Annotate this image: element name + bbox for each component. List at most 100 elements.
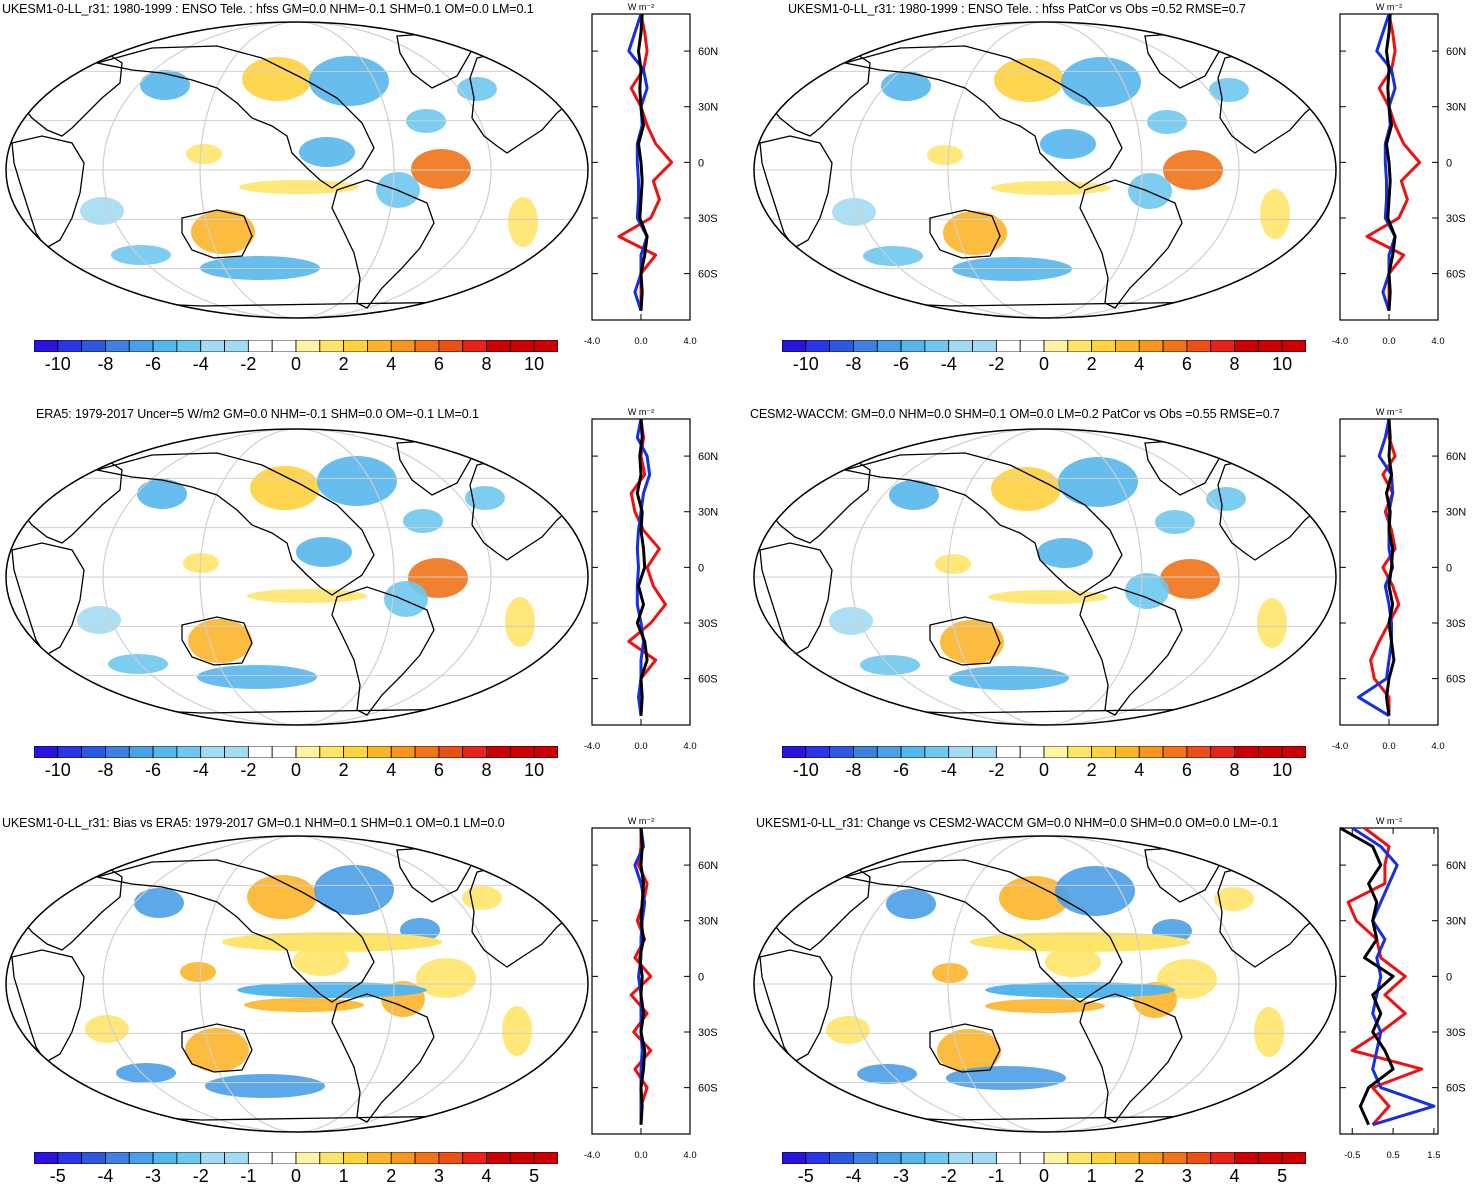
colorbar-box bbox=[1186, 1152, 1212, 1164]
colorbar-box bbox=[829, 746, 854, 758]
colorbar-tick-label: -5 bbox=[797, 1166, 814, 1186]
anomaly-patch bbox=[239, 180, 359, 194]
x-tick-label: -4.0 bbox=[1332, 336, 1348, 345]
colorbar-box bbox=[853, 1152, 878, 1164]
world-map-hfss-change bbox=[753, 835, 1337, 1133]
colorbar-box bbox=[271, 746, 297, 758]
lat-label: 60S bbox=[1446, 269, 1466, 281]
coastline bbox=[96, 859, 375, 1003]
anomaly-patch bbox=[826, 1016, 870, 1044]
x-tick-label: -4.0 bbox=[584, 741, 600, 750]
colorbar-box bbox=[948, 746, 973, 758]
colorbar-box bbox=[1043, 340, 1069, 352]
colorbar bbox=[782, 1152, 1306, 1164]
colorbar-box bbox=[128, 1152, 154, 1164]
anomaly-patch bbox=[457, 77, 497, 101]
graticule bbox=[754, 836, 1336, 1132]
zonal-mean-profile: W m⁻² 60N 30N 0 30S 60S -0.5 0.5 1.5 bbox=[1339, 816, 1466, 1159]
anomaly-patch bbox=[85, 1015, 129, 1043]
colorbar-box bbox=[367, 746, 392, 758]
colorbar-box bbox=[805, 340, 831, 352]
anomaly-patch bbox=[116, 1063, 176, 1083]
colorbar-box bbox=[343, 746, 368, 758]
colorbar-box bbox=[367, 340, 392, 352]
colorbar-box bbox=[782, 746, 807, 758]
x-tick-label: -4.0 bbox=[584, 336, 600, 345]
colorbar-tick-label: -2 bbox=[240, 354, 257, 374]
colorbar-tick-label: -4 bbox=[845, 1166, 862, 1186]
lat-label: 60N bbox=[698, 860, 718, 872]
colorbar-box bbox=[57, 1152, 83, 1164]
anomaly-patch bbox=[946, 1066, 1066, 1090]
map-border bbox=[753, 21, 1337, 319]
profile-series-red bbox=[617, 13, 674, 311]
colorbar-tick-label: 8 bbox=[481, 760, 492, 780]
anomaly-patch bbox=[985, 999, 1105, 1013]
colorbar-box bbox=[1091, 1152, 1116, 1164]
colorbar-box bbox=[34, 340, 59, 352]
anomaly-patch bbox=[886, 889, 936, 919]
colorbar-box bbox=[224, 340, 249, 352]
colorbar-tick-label: 4 bbox=[481, 1166, 492, 1186]
colorbar-box bbox=[1138, 1152, 1164, 1164]
colorbar-box bbox=[1091, 746, 1116, 758]
colorbar-box bbox=[1257, 340, 1283, 352]
anomaly-patch bbox=[889, 480, 939, 510]
coastline bbox=[759, 135, 833, 249]
lat-label: 30N bbox=[1446, 102, 1466, 114]
colorbar-box bbox=[876, 746, 902, 758]
map-border bbox=[5, 21, 589, 319]
colorbar-tick-label: 1 bbox=[1086, 1166, 1097, 1186]
colorbar-tick-label: -4 bbox=[940, 760, 957, 780]
anomaly-patch bbox=[988, 590, 1108, 604]
colorbar-box bbox=[876, 340, 902, 352]
colorbar-box bbox=[900, 746, 926, 758]
colorbar-box bbox=[509, 1152, 535, 1164]
colorbar bbox=[34, 340, 558, 352]
zonal-mean-profile: W m⁻² 60N 30N 0 30S 60S -4.0 0.0 4.0 bbox=[584, 816, 718, 1159]
anomaly-patch bbox=[1160, 559, 1220, 599]
colorbar-box bbox=[1067, 746, 1093, 758]
anomaly-patch bbox=[1045, 947, 1101, 977]
colorbar-box bbox=[200, 746, 225, 758]
colorbar bbox=[782, 340, 1306, 352]
colorbar-tick-label: 0 bbox=[290, 1166, 301, 1186]
colorbar-tick-label: 6 bbox=[1181, 354, 1192, 374]
colorbar-box bbox=[829, 340, 854, 352]
colorbar-box bbox=[995, 340, 1021, 352]
map-border bbox=[5, 835, 589, 1133]
colorbar-tick-label: 2 bbox=[338, 354, 349, 374]
colorbar-tick-label: -5 bbox=[49, 1166, 66, 1186]
anomaly-patch bbox=[242, 57, 312, 101]
colorbar-tick-label: -2 bbox=[988, 354, 1005, 374]
colorbar-box bbox=[1234, 1152, 1259, 1164]
colorbar-box bbox=[319, 340, 345, 352]
colorbar-box bbox=[853, 340, 878, 352]
anomaly-patch bbox=[985, 982, 1175, 998]
colorbar-tick-label: -4 bbox=[192, 760, 209, 780]
colorbar-tick-label: 0 bbox=[290, 354, 301, 374]
colorbar-box bbox=[34, 746, 59, 758]
coastline bbox=[759, 542, 833, 656]
coastline bbox=[844, 452, 1123, 596]
anomaly-patch bbox=[1037, 538, 1093, 568]
colorbar-tick-label: -6 bbox=[145, 760, 162, 780]
anomaly-patch bbox=[183, 553, 219, 573]
map-field bbox=[754, 22, 1336, 318]
graticule bbox=[6, 429, 588, 725]
colorbar-box bbox=[152, 746, 178, 758]
colorbar-tick-label: 2 bbox=[1086, 760, 1097, 780]
x-tick-label: 4.0 bbox=[1431, 336, 1444, 345]
profile-unit: W m⁻² bbox=[1376, 816, 1402, 826]
lat-label: 30N bbox=[1446, 916, 1466, 928]
anomaly-patch bbox=[881, 71, 931, 101]
anomaly-patch bbox=[200, 256, 320, 280]
x-tick-label: 4.0 bbox=[683, 1150, 696, 1159]
colorbar-box bbox=[995, 1152, 1021, 1164]
anomaly-patch bbox=[137, 479, 187, 509]
colorbar-box bbox=[295, 1152, 321, 1164]
colorbar-box bbox=[390, 340, 416, 352]
colorbar-tick-label: 4 bbox=[386, 760, 397, 780]
colorbar-box bbox=[247, 340, 273, 352]
profile-series-blue bbox=[635, 418, 652, 716]
